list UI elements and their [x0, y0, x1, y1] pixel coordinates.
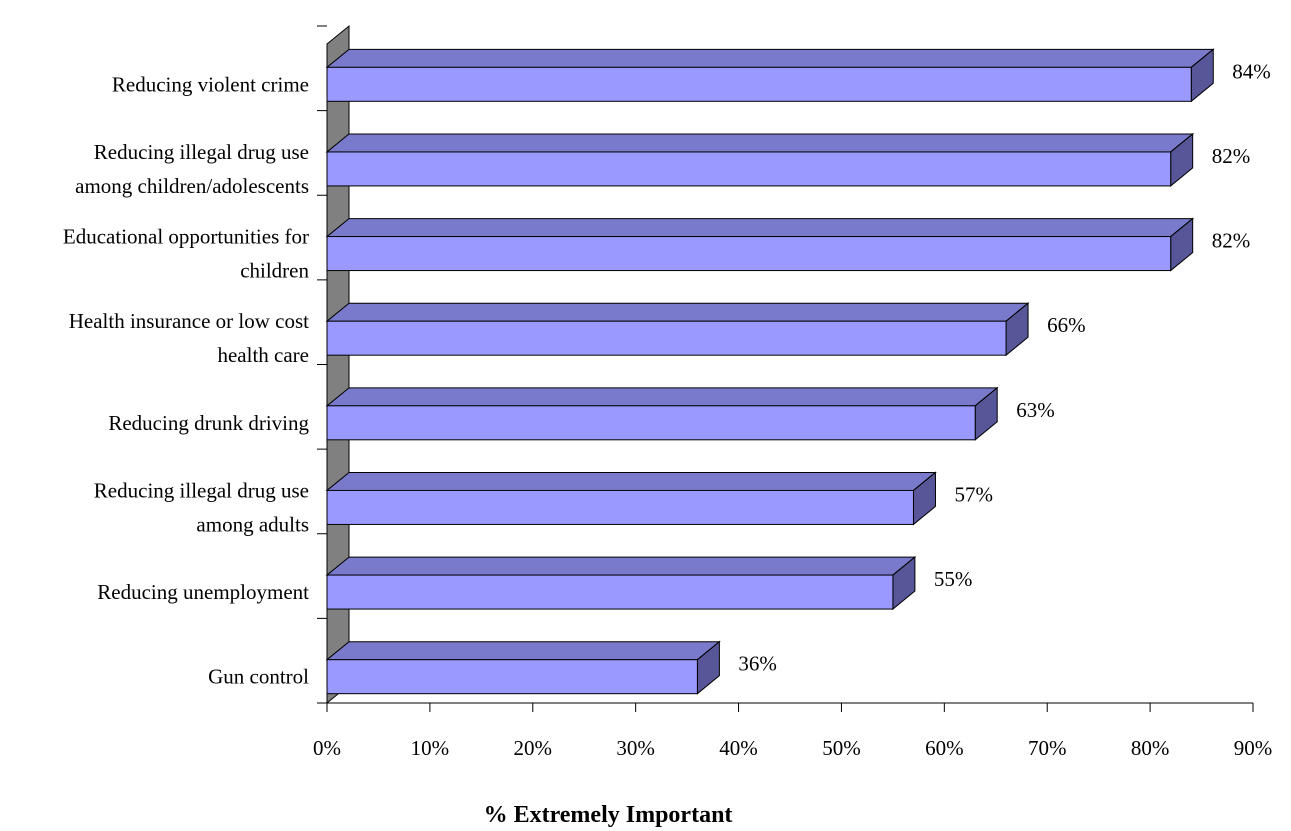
category-label: Reducing unemployment: [97, 580, 309, 604]
data-label: 84%: [1232, 59, 1271, 83]
data-label: 63%: [1016, 398, 1054, 422]
bar: [325, 386, 999, 441]
bar-front-face: [326, 320, 1007, 356]
category-label: among children/adolescents: [75, 174, 309, 198]
data-label: 55%: [934, 567, 973, 591]
category-label: Educational opportunities for: [63, 225, 309, 249]
bar-top-face: [325, 556, 917, 576]
bar: [325, 217, 1195, 272]
bar: [325, 132, 1195, 187]
category-label: Reducing drunk driving: [108, 411, 309, 435]
category-label: Reducing violent crime: [112, 72, 309, 96]
bar: [325, 640, 721, 695]
bar: [325, 302, 1030, 357]
category-label: health care: [217, 343, 309, 367]
x-tick-label: 70%: [1028, 736, 1067, 760]
bar-top-face: [325, 302, 1030, 322]
category-label: Gun control: [208, 665, 309, 689]
bar-front-face: [326, 659, 698, 695]
category-label: among adults: [196, 512, 309, 536]
category-labels: Reducing violent crime Reducing illegal d…: [63, 72, 310, 688]
x-axis-title: % Extremely Important: [484, 802, 733, 828]
x-tick-label: 50%: [822, 736, 861, 760]
category-label: Reducing illegal drug use: [94, 478, 309, 502]
x-tick-label: 90%: [1234, 736, 1273, 760]
bar-front-face: [326, 489, 914, 525]
bar-top-face: [325, 133, 1195, 153]
data-label: 82%: [1212, 229, 1251, 253]
category-label: Reducing illegal drug use: [94, 140, 309, 164]
bar-top-face: [325, 471, 937, 491]
x-tick-label: 40%: [719, 736, 758, 760]
bar: [325, 48, 1215, 103]
x-tick-label: 0%: [313, 736, 341, 760]
bar-front-face: [326, 574, 894, 610]
data-label: 66%: [1047, 313, 1086, 337]
x-tick-label: 80%: [1131, 736, 1170, 760]
bar-front-face: [326, 66, 1192, 102]
bar-front-face: [326, 405, 976, 441]
bar-front-face: [326, 236, 1172, 272]
category-label: children: [240, 259, 309, 283]
x-axis: 0% 10% 20% 30% 40% 50% 60% 70% 80% 90%: [313, 25, 1273, 760]
category-label: Health insurance or low cost: [69, 309, 309, 333]
bar-top-face: [325, 641, 721, 661]
bar-top-face: [325, 387, 999, 407]
bar: [325, 556, 917, 611]
data-label: 82%: [1212, 144, 1251, 168]
data-label: 36%: [738, 652, 777, 676]
bars: [325, 48, 1215, 695]
data-labels: 84% 82% 82% 66% 63% 57% 55% 36%: [738, 59, 1270, 675]
bar-front-face: [326, 151, 1172, 187]
bar-top-face: [325, 48, 1215, 68]
bar: [325, 471, 937, 526]
x-tick-label: 10%: [411, 736, 450, 760]
bar-top-face: [325, 218, 1195, 238]
x-tick-label: 30%: [616, 736, 655, 760]
x-tick-label: 20%: [514, 736, 553, 760]
data-label: 57%: [954, 482, 993, 506]
x-tick-label: 60%: [925, 736, 964, 760]
